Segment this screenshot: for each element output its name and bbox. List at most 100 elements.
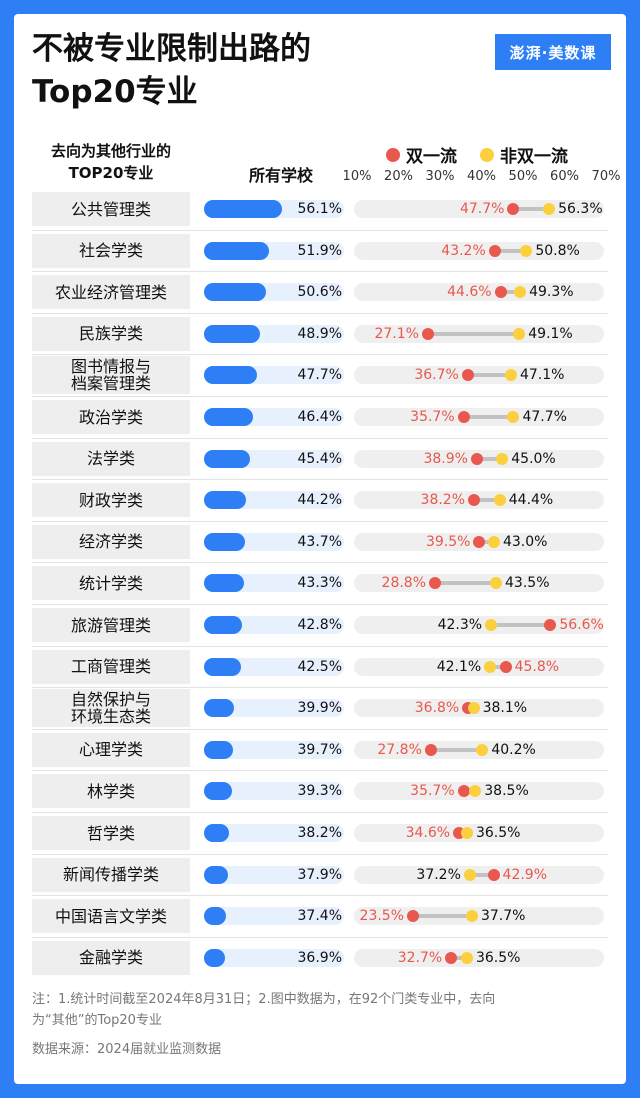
double-first-class-dot	[507, 203, 520, 215]
major-column-header: 去向为其他行业的 TOP20专业	[50, 142, 171, 182]
double-first-class-value: 27.8%	[377, 741, 422, 758]
non-double-first-class-value: 38.5%	[484, 783, 529, 800]
double-first-class-value: 45.8%	[514, 658, 560, 675]
row-separator	[32, 479, 608, 481]
footnote: 注：1.统计时间截至2024年8月31日；2.图中数据为，在92个门类专业中，去…	[32, 989, 622, 1031]
double-first-class-value: 44.6%	[447, 284, 492, 301]
double-first-class-dot	[468, 494, 481, 507]
all-schools-bar	[204, 449, 250, 468]
brand-logo: 澎湃·美数课	[495, 34, 611, 70]
major-label: 农业经济管理类	[32, 275, 190, 310]
non-double-first-class-dot	[507, 411, 520, 423]
double-first-class-value: 38.2%	[420, 492, 466, 509]
major-label: 财政学类	[32, 483, 190, 518]
range-line	[491, 623, 551, 627]
all-schools-bar	[204, 241, 269, 260]
all-schools-bar	[204, 491, 246, 510]
x-tick-label: 20%	[384, 169, 413, 184]
double-first-class-dot	[424, 743, 437, 756]
all-schools-bar	[204, 740, 233, 759]
non-double-first-class-value: 56.3%	[558, 201, 603, 217]
double-first-class-value: 23.5%	[359, 908, 405, 925]
legend-yellow: 非双一流	[480, 142, 568, 167]
double-first-class-dot	[457, 411, 470, 423]
double-first-class-dot	[499, 660, 512, 673]
all-schools-value: 50.6%	[297, 284, 342, 301]
major-label: 心理学类	[32, 732, 190, 767]
x-tick-label: 10%	[342, 169, 372, 184]
all-schools-value: 39.3%	[297, 783, 342, 800]
all-schools-value: 43.7%	[297, 533, 342, 550]
all-schools-bar	[204, 865, 228, 884]
comparison-track: 36.8% 38.1%	[354, 699, 604, 718]
major-label: 图书情报与 档案管理类	[32, 356, 190, 395]
range-line	[467, 373, 511, 378]
all-schools-value: 51.9%	[297, 242, 342, 259]
range-line	[494, 248, 527, 253]
double-first-class-value: 35.7%	[410, 409, 455, 425]
double-first-class-dot	[544, 619, 557, 631]
double-first-class-value: 42.9%	[502, 866, 548, 883]
all-schools-bar	[204, 324, 260, 343]
row-separator	[32, 895, 608, 897]
row-separator	[32, 354, 608, 356]
double-first-class-value: 39.5%	[425, 533, 471, 550]
row-separator	[32, 645, 608, 647]
non-double-first-class-value: 42.1%	[436, 658, 482, 675]
comparison-track: 27.8% 40.2%	[354, 740, 604, 759]
all-schools-value: 45.4%	[297, 450, 342, 467]
non-double-first-class-value: 40.2%	[491, 741, 536, 758]
major-label: 哲学类	[32, 816, 190, 850]
footnote-line-2: 为“其他”的Top20专业	[32, 1013, 162, 1028]
all-schools-bar	[204, 657, 241, 676]
non-double-first-class-value: 37.2%	[416, 866, 461, 883]
range-line	[479, 539, 494, 544]
title-line-1: 不被专业限制出路的	[32, 31, 311, 67]
range-line	[413, 914, 472, 919]
major-label: 工商管理类	[32, 649, 190, 684]
all-schools-bar-track	[204, 491, 344, 510]
major-label: 自然保护与 环境生态类	[32, 689, 190, 728]
non-double-first-class-dot	[485, 619, 498, 631]
range-line	[469, 872, 494, 877]
non-double-first-class-dot	[543, 203, 556, 215]
non-double-first-class-dot	[487, 535, 500, 548]
row-separator	[32, 229, 608, 231]
major-label: 法学类	[32, 441, 190, 476]
comparison-track: 42.9% 37.2%	[354, 865, 604, 884]
x-tick-label: 30%	[425, 169, 455, 184]
row-separator	[32, 728, 608, 730]
range-line	[435, 581, 497, 586]
double-first-class-value: 36.8%	[414, 700, 460, 717]
row-separator	[32, 520, 608, 522]
double-first-class-dot	[421, 327, 434, 340]
non-double-first-class-value: 37.7%	[480, 908, 526, 925]
chart-title: 不被专业限制出路的 Top20专业	[32, 28, 472, 114]
all-schools-value: 39.7%	[297, 741, 342, 758]
all-schools-bar-track	[204, 907, 344, 926]
non-double-first-class-dot	[514, 286, 527, 299]
non-double-first-class-value: 47.1%	[519, 367, 565, 384]
row-separator	[32, 437, 608, 439]
double-first-class-value: 28.8%	[381, 575, 427, 592]
all-schools-bar	[204, 782, 232, 801]
non-double-first-class-value: 36.5%	[475, 825, 521, 841]
double-first-class-dot	[457, 785, 470, 798]
row-separator	[32, 312, 608, 314]
all-schools-bar-track	[204, 449, 344, 468]
legend-yellow-label: 非双一流	[500, 147, 568, 167]
footnote-line-1: 注：1.统计时间截至2024年8月31日；2.图中数据为，在92个门类专业中，去…	[32, 992, 496, 1007]
all-schools-bar	[204, 200, 282, 218]
row-separator	[32, 687, 608, 689]
all-schools-value: 36.9%	[297, 949, 342, 966]
non-double-first-class-value: 43.5%	[505, 575, 550, 592]
non-double-first-class-value: 47.7%	[522, 409, 567, 425]
double-first-class-value: 56.6%	[559, 617, 604, 633]
non-double-first-class-dot	[504, 369, 517, 382]
row-separator	[32, 396, 608, 397]
non-double-first-class-dot	[493, 494, 506, 507]
all-schools-bar	[204, 907, 226, 926]
all-schools-bar	[204, 408, 253, 426]
all-schools-bar-track	[204, 865, 344, 884]
double-first-class-dot	[488, 244, 501, 257]
